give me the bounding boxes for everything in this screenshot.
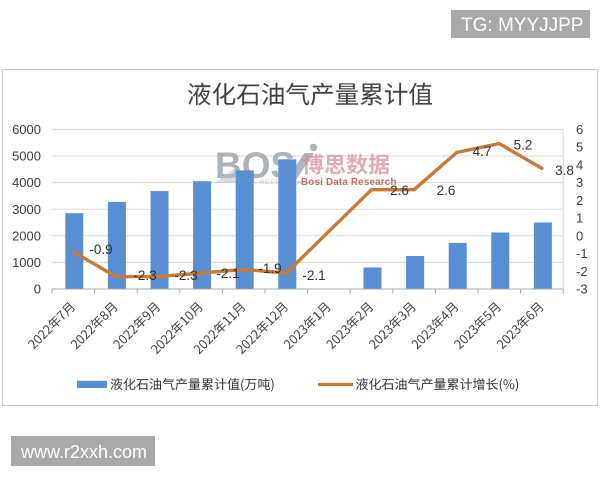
svg-text:-0.9: -0.9 <box>89 242 112 257</box>
svg-text:5000: 5000 <box>12 149 41 164</box>
svg-text:5: 5 <box>576 140 583 155</box>
svg-text:-2.1: -2.1 <box>216 266 239 281</box>
svg-text:5.2: 5.2 <box>514 138 533 153</box>
svg-text:3000: 3000 <box>12 202 41 217</box>
svg-text:www.r2xxh.com: www.r2xxh.com <box>20 442 147 462</box>
svg-text:6: 6 <box>576 122 583 137</box>
svg-text:4: 4 <box>576 158 583 173</box>
svg-text:1: 1 <box>576 211 583 226</box>
svg-text:Bosi Data Research: Bosi Data Research <box>301 177 397 188</box>
svg-text:-1: -1 <box>576 246 588 261</box>
svg-text:3.8: 3.8 <box>555 163 574 178</box>
svg-text:6000: 6000 <box>12 122 41 137</box>
svg-text:3: 3 <box>576 175 583 190</box>
svg-text:-2: -2 <box>576 264 588 279</box>
svg-text:0: 0 <box>576 228 583 243</box>
svg-text:2.6: 2.6 <box>437 183 456 198</box>
svg-text:4.7: 4.7 <box>473 144 492 159</box>
svg-text:2000: 2000 <box>12 228 41 243</box>
svg-text:-1.9: -1.9 <box>258 261 281 276</box>
svg-text:0: 0 <box>34 282 41 297</box>
svg-text:2: 2 <box>576 193 583 208</box>
svg-text:DATA RESEARCH: DATA RESEARCH <box>237 179 303 186</box>
svg-text:-2.1: -2.1 <box>302 268 325 283</box>
svg-text:-3: -3 <box>576 282 588 297</box>
svg-text:-2.3: -2.3 <box>133 268 156 283</box>
svg-text:1000: 1000 <box>12 255 41 270</box>
svg-text:2.6: 2.6 <box>390 183 409 198</box>
svg-text:TG: MYYJJPP: TG: MYYJJPP <box>461 15 583 36</box>
svg-text:-2.3: -2.3 <box>174 268 197 283</box>
svg-text:4000: 4000 <box>12 175 41 190</box>
